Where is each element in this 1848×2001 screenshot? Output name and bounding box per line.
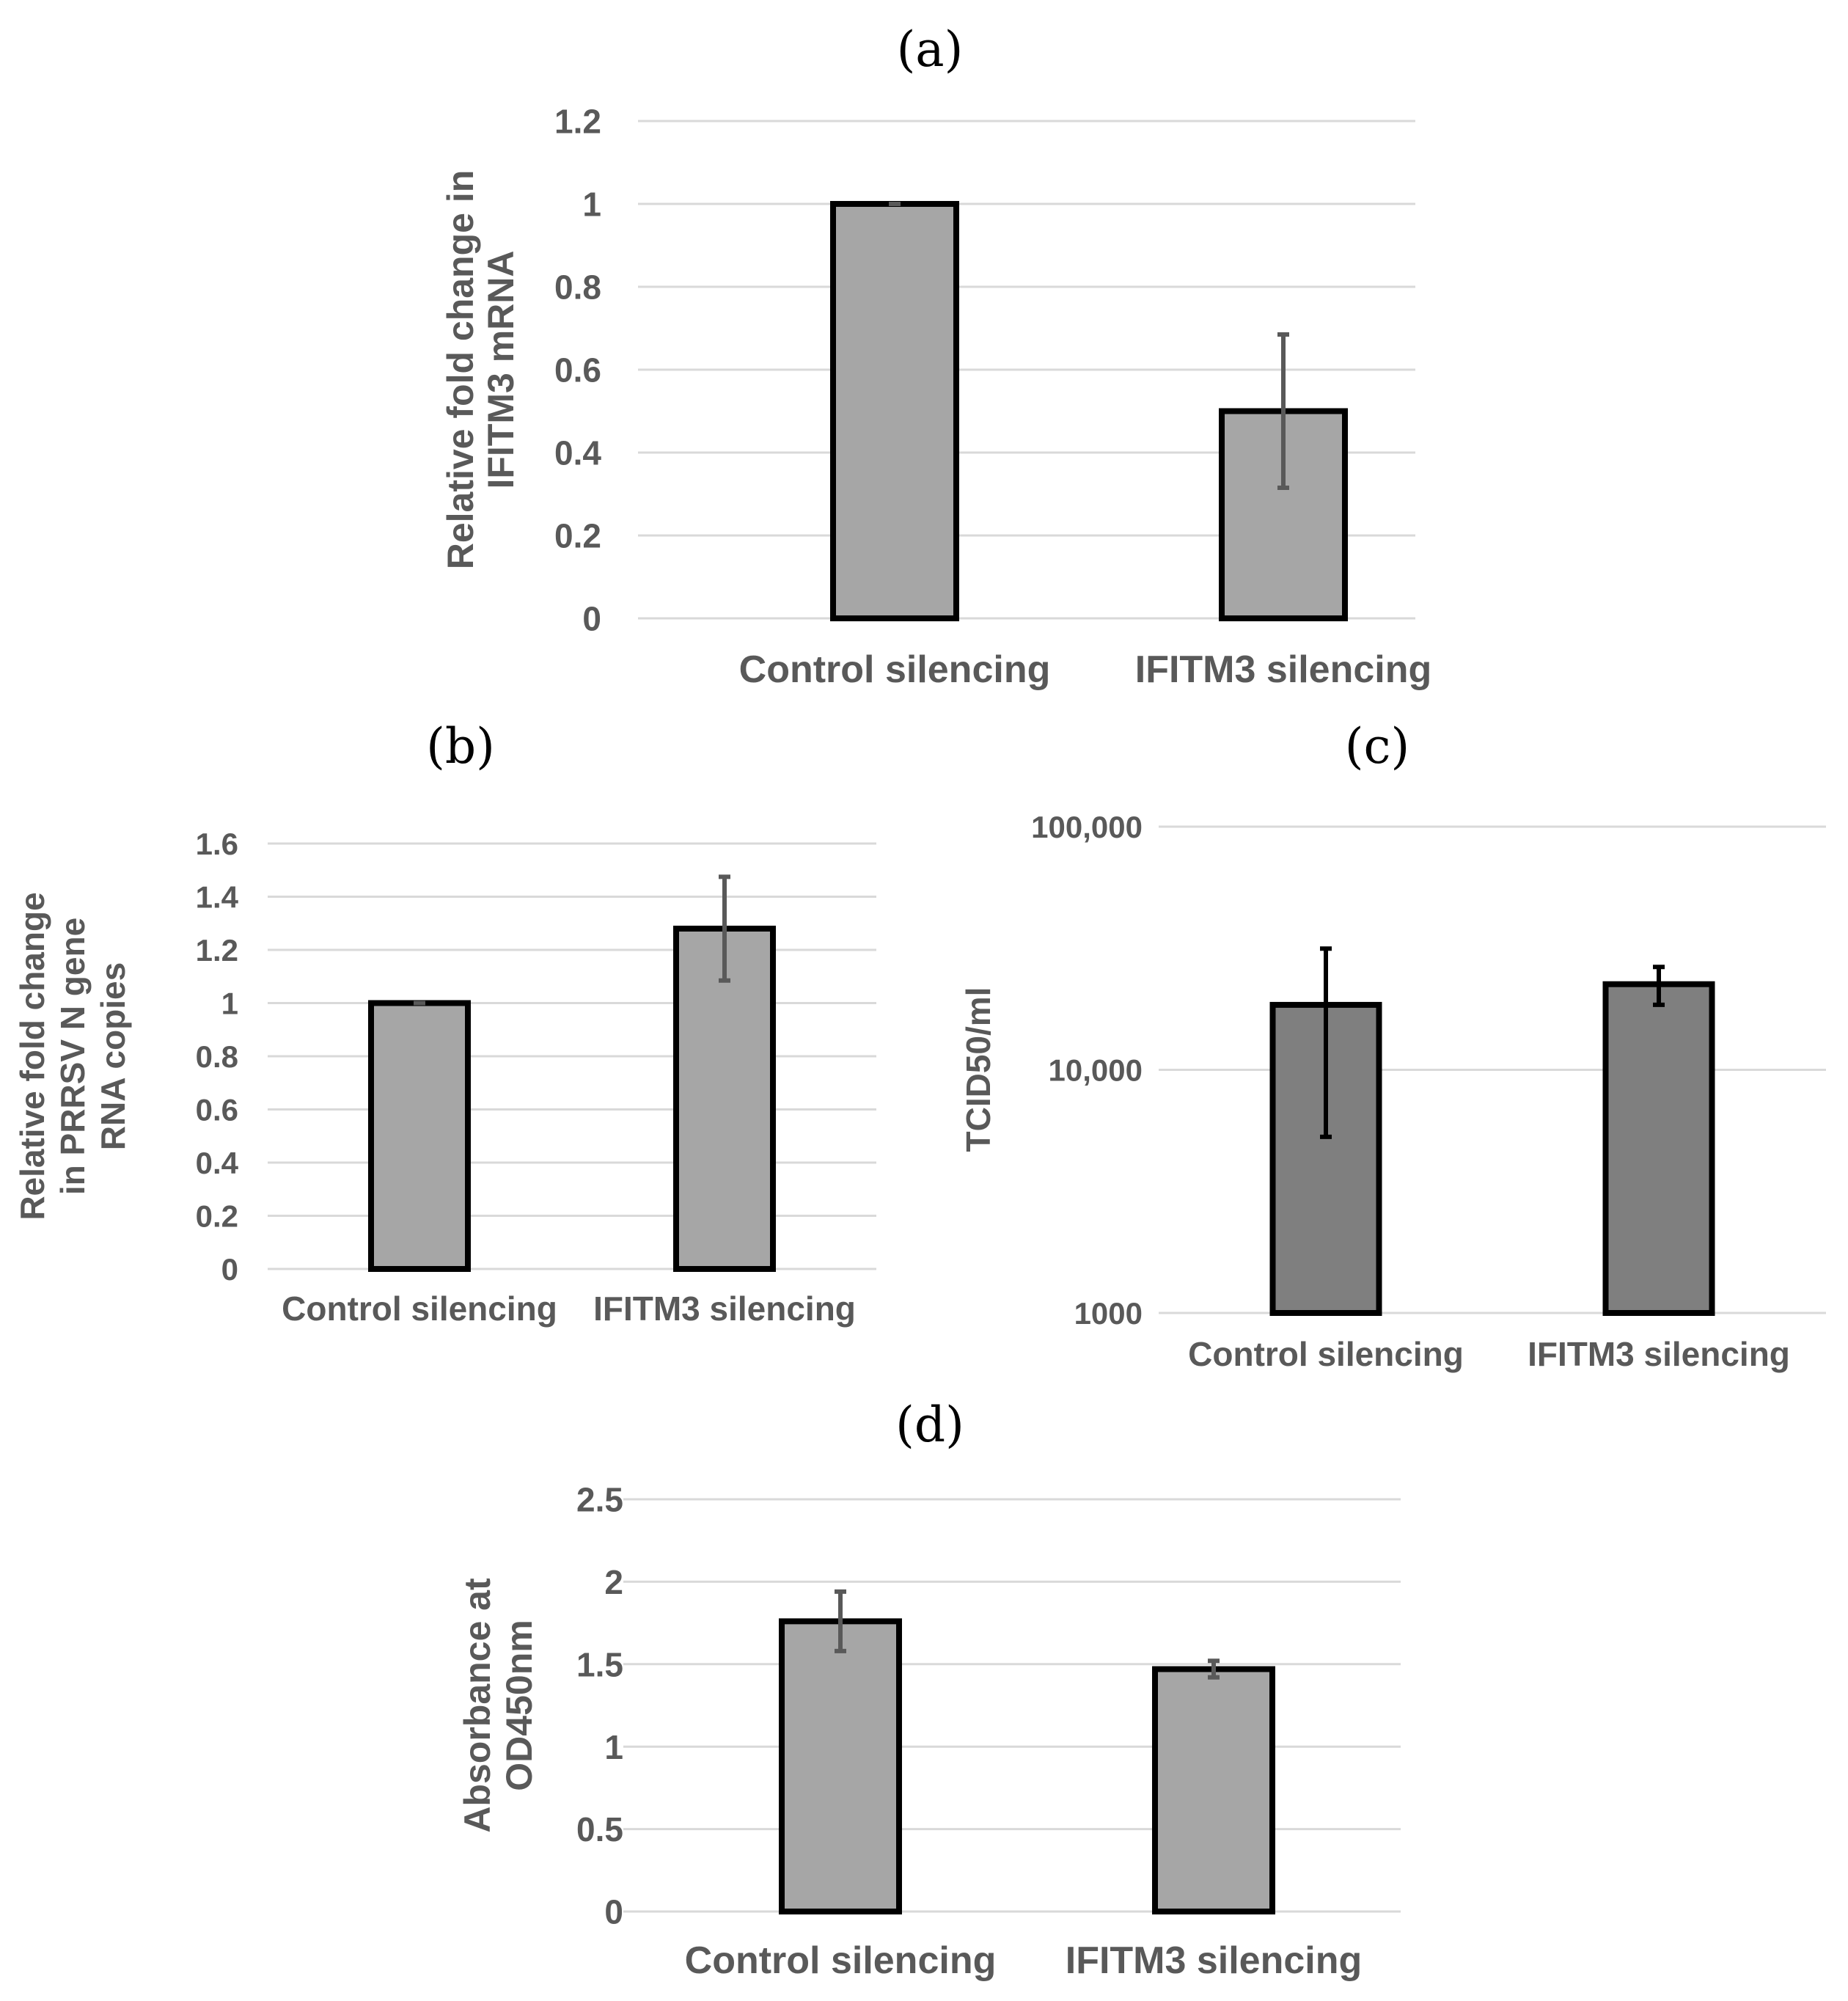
x-category-label: Control silencing bbox=[1188, 1335, 1464, 1373]
y-tick-label: 0 bbox=[221, 1252, 238, 1287]
x-category-label: IFITM3 silencing bbox=[1528, 1335, 1790, 1373]
error-bar bbox=[1277, 332, 1289, 491]
chart-panel-d: (d) 0 0.5 1 1.5 2 2.5 Absorbance at OD450nm Contr… bbox=[457, 1397, 1401, 1982]
y-tick-label: 0.5 bbox=[576, 1810, 623, 1848]
y-axis-title: Absorbance at bbox=[457, 1578, 498, 1833]
y-axis-title: TCID50/ml bbox=[959, 987, 997, 1152]
x-category-label: IFITM3 silencing bbox=[1066, 1939, 1363, 1982]
y-tick-label: 100,000 bbox=[1031, 810, 1143, 844]
error-bar bbox=[1208, 1658, 1220, 1680]
y-tick-label: 1.6 bbox=[196, 827, 238, 861]
bar-control bbox=[779, 1618, 902, 1915]
x-category-label: IFITM3 silencing bbox=[593, 1290, 856, 1328]
x-category-label: IFITM3 silencing bbox=[1135, 648, 1432, 691]
panel-label-b: (b) bbox=[426, 718, 495, 775]
y-tick-label: 1 bbox=[604, 1728, 623, 1766]
y-tick-label: 0.4 bbox=[196, 1146, 239, 1180]
y-tick-label: 0.4 bbox=[554, 434, 601, 472]
x-category-label: Control silencing bbox=[685, 1939, 997, 1982]
error-bar bbox=[1653, 965, 1665, 1007]
bar-ifitm3 bbox=[673, 926, 776, 1272]
y-tick-label: 10,000 bbox=[1049, 1053, 1143, 1088]
chart-panel-a: (a) 0 0.2 0.4 0.6 0.8 1 1.2 Relative fold change… bbox=[440, 21, 1431, 691]
panel-label-a: (a) bbox=[897, 21, 964, 78]
y-tick-label: 0.6 bbox=[554, 351, 601, 389]
y-axis-title: Relative fold change bbox=[13, 892, 51, 1220]
y-tick-label: 1.5 bbox=[576, 1645, 623, 1683]
error-bar bbox=[1320, 946, 1332, 1139]
bar-control bbox=[368, 1000, 471, 1272]
bar-ifitm3 bbox=[1602, 981, 1715, 1316]
y-tick-label: 0 bbox=[582, 600, 601, 638]
x-category-label: Control silencing bbox=[739, 648, 1051, 691]
bar-control bbox=[830, 201, 959, 621]
chart-panel-c: (c) 1000 10,000 100,000 TCID50/ml Control sil… bbox=[959, 718, 1826, 1373]
x-category-label: Control silencing bbox=[282, 1290, 557, 1328]
chart-panel-b: (b) 0 0.2 0.4 0.6 0.8 1 1.2 1.4 1.6 Relative fold … bbox=[13, 718, 876, 1328]
bar-ifitm3 bbox=[1152, 1666, 1275, 1914]
y-axis-title: OD450nm bbox=[499, 1620, 540, 1790]
y-tick-label: 1.2 bbox=[554, 103, 601, 141]
y-axis-title: RNA copies bbox=[94, 962, 132, 1150]
y-tick-label: 0.8 bbox=[554, 268, 601, 307]
y-axis-title: Relative fold change in bbox=[440, 170, 481, 570]
y-tick-label: 0.8 bbox=[196, 1039, 238, 1074]
y-tick-label: 1 bbox=[582, 186, 601, 224]
y-axis-title: IFITM3 mRNA bbox=[480, 251, 521, 489]
y-tick-label: 0.2 bbox=[196, 1199, 238, 1234]
y-tick-label: 2 bbox=[604, 1563, 623, 1601]
bar-ifitm3 bbox=[1219, 408, 1348, 621]
panel-label-c: (c) bbox=[1345, 718, 1409, 775]
panel-label-d: (d) bbox=[895, 1397, 964, 1453]
y-tick-label: 2.5 bbox=[576, 1481, 623, 1519]
y-tick-label: 1 bbox=[221, 987, 238, 1021]
y-tick-label: 1000 bbox=[1074, 1296, 1143, 1331]
y-axis-title: in PRRSV N gene bbox=[54, 918, 92, 1195]
y-tick-label: 0.6 bbox=[196, 1093, 238, 1127]
error-bar bbox=[835, 1589, 846, 1653]
y-tick-label: 0.2 bbox=[554, 517, 601, 555]
y-tick-label: 0 bbox=[604, 1893, 623, 1931]
error-bar bbox=[719, 874, 730, 983]
y-tick-label: 1.2 bbox=[196, 933, 238, 967]
y-tick-label: 1.4 bbox=[196, 880, 239, 915]
